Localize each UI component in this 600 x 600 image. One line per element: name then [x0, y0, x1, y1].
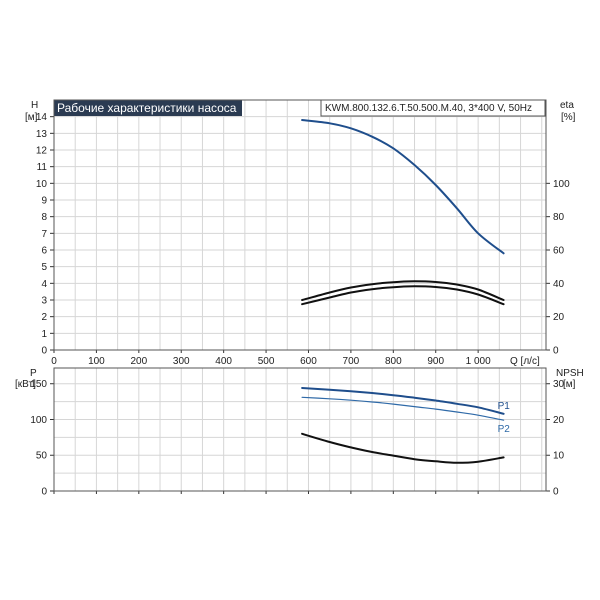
top-right-tick-label: 100	[553, 179, 570, 190]
top-left-tick-label: 3	[41, 296, 47, 307]
top-plot-grid	[53, 99, 546, 351]
top-left-tick-label: 4	[41, 279, 47, 290]
chart-title-box	[54, 100, 242, 116]
top-left-tick-label: 0	[41, 346, 47, 357]
bottom-right-tick-label: 30	[553, 379, 565, 390]
bottom-left-tick-label: 0	[41, 487, 47, 498]
bottom-right-axis-label: NPSH	[556, 368, 584, 379]
top-left-tick-label: 1	[41, 329, 47, 340]
top-right-axis-unit: [%]	[561, 112, 576, 123]
bottom-plot-ticks: 0 50 100 150 0 10 20 30	[30, 379, 564, 497]
bottom-left-axis-unit: [кВт]	[15, 379, 36, 390]
top-x-tick-label: 300	[173, 356, 190, 367]
chart-title: Рабочие характеристики насоса	[57, 101, 237, 115]
top-right-axis-label: eta	[560, 100, 574, 111]
bottom-series-p2	[301, 396, 505, 421]
bottom-series-label-p1: P1	[498, 401, 511, 412]
bottom-plot-grid	[53, 368, 546, 492]
bottom-series-label-p2: P2	[498, 424, 511, 435]
top-right-tick-label: 0	[553, 346, 559, 357]
top-series-2	[301, 285, 505, 306]
top-x-tick-label: 100	[88, 356, 105, 367]
top-x-tick-label: 400	[215, 356, 232, 367]
top-right-tick-label: 80	[553, 212, 565, 223]
bottom-left-tick-label: 100	[30, 415, 47, 426]
bottom-series-p1	[301, 387, 505, 415]
top-left-tick-label: 9	[41, 196, 47, 207]
bottom-left-axis-label: P	[30, 368, 37, 379]
bottom-series-2	[301, 432, 505, 464]
top-left-axis-unit: [м]	[25, 112, 38, 123]
x-axis-label: Q [л/с]	[510, 356, 540, 367]
top-plot-frame	[53, 99, 547, 351]
top-plot-series	[301, 119, 505, 306]
top-x-tick-label: 500	[258, 356, 275, 367]
top-left-tick-label: 5	[41, 262, 47, 273]
top-left-tick-label: 13	[36, 129, 48, 140]
bottom-right-tick-label: 10	[553, 451, 565, 462]
top-x-tick-label: 600	[300, 356, 317, 367]
top-x-tick-label: 200	[130, 356, 147, 367]
top-x-tick-label: 0	[51, 356, 57, 367]
bottom-left-tick-label: 150	[30, 379, 47, 390]
bottom-right-axis-unit: [м]	[563, 379, 576, 390]
top-x-tick-label: 800	[385, 356, 402, 367]
top-left-tick-label: 12	[36, 146, 48, 157]
top-left-tick-label: 8	[41, 212, 47, 223]
top-left-tick-label: 11	[37, 162, 48, 173]
top-left-tick-label: 14	[36, 112, 48, 123]
top-left-tick-label: 6	[41, 246, 47, 257]
top-left-axis-label: H	[31, 100, 38, 111]
top-right-tick-label: 20	[553, 312, 565, 323]
model-label: KWM.800.132.6.T.50.500.M.40, 3*400 V, 50…	[325, 103, 532, 114]
bottom-left-tick-label: 50	[36, 451, 48, 462]
bottom-right-tick-label: 0	[553, 487, 559, 498]
top-left-tick-label: 7	[41, 229, 47, 240]
top-x-tick-label: 900	[427, 356, 444, 367]
top-series-0	[301, 119, 505, 255]
top-left-tick-label: 2	[41, 312, 47, 323]
top-left-tick-label: 10	[36, 179, 48, 190]
top-x-tick-label: 1 000	[466, 356, 491, 367]
bottom-plot-frame	[53, 367, 547, 492]
top-right-tick-label: 60	[553, 246, 565, 257]
bottom-right-tick-label: 20	[553, 415, 565, 426]
top-series-1	[301, 280, 505, 301]
bottom-plot-series: P1 P2	[301, 387, 511, 464]
top-x-tick-label: 700	[343, 356, 360, 367]
top-right-tick-label: 40	[553, 279, 565, 290]
